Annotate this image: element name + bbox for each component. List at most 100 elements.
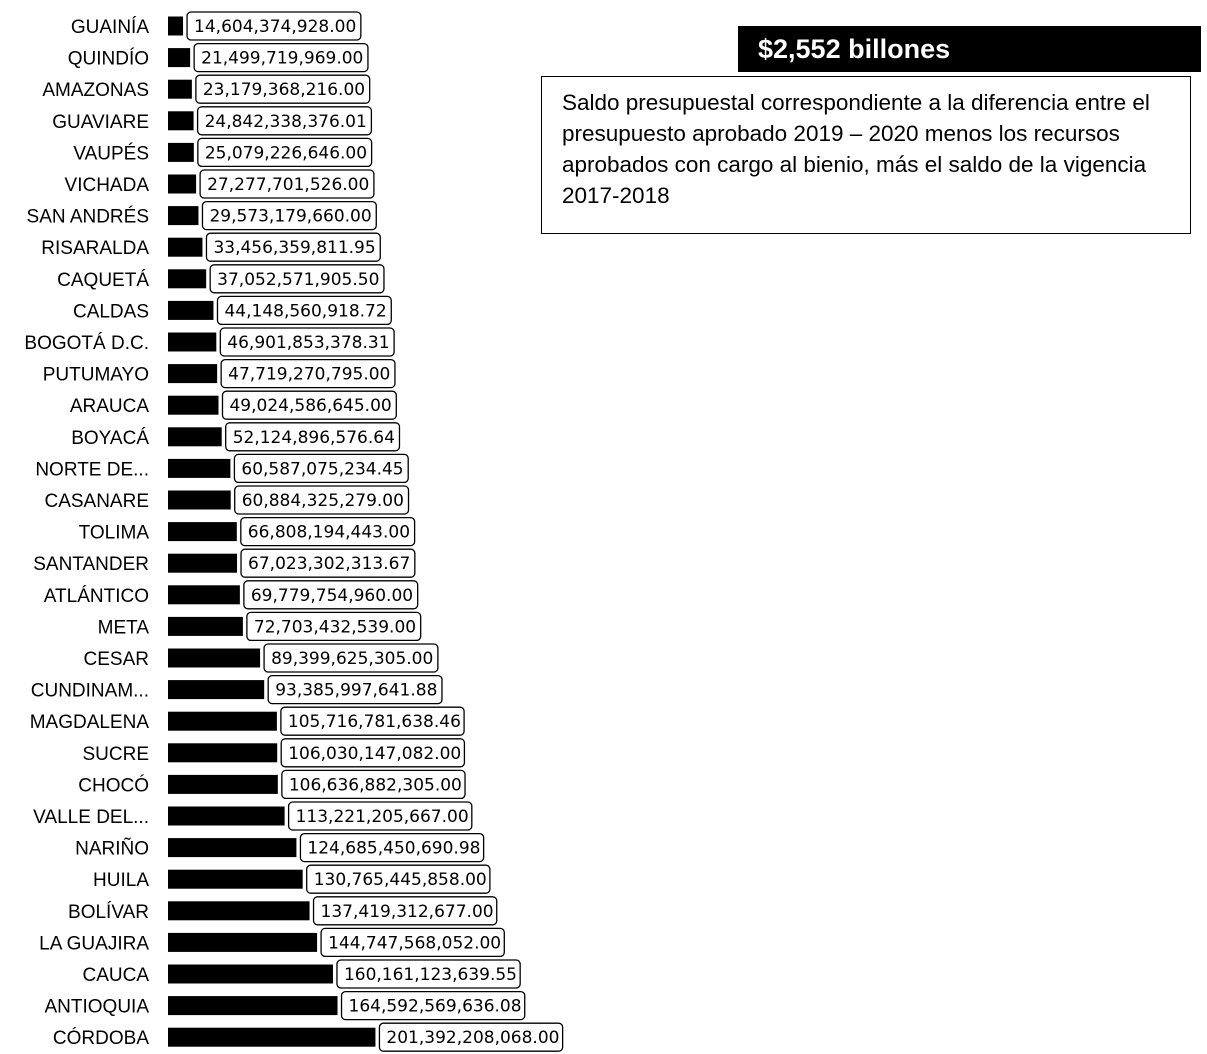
value-label-box [312, 896, 498, 926]
value-label: 47,719,270,795.00 [228, 365, 390, 385]
category-label: CUNDINAM... [31, 681, 149, 702]
bar [168, 458, 231, 478]
value-label: 33,456,359,811.95 [213, 238, 375, 258]
category-label: ARAUCA [70, 396, 150, 417]
category-label: NARIÑO [75, 838, 149, 860]
category-label: CAUCA [82, 965, 149, 986]
bar [168, 932, 318, 952]
bar [168, 743, 278, 763]
value-label-box [186, 11, 362, 41]
value-label-box [378, 1022, 564, 1052]
bar [168, 142, 194, 162]
value-label: 106,030,147,082.00 [288, 744, 461, 764]
bar [168, 996, 338, 1016]
bar [168, 174, 197, 194]
value-label: 137,419,312,677.00 [321, 902, 494, 922]
value-label-box [199, 169, 375, 199]
value-label: 21,499,719,969.00 [201, 49, 363, 69]
value-label-box [246, 611, 422, 642]
category-label: ANTIOQUIA [44, 997, 149, 1018]
category-label: VAUPÉS [73, 143, 149, 164]
bar [168, 553, 238, 573]
value-label-box [197, 137, 373, 168]
value-label: 160,161,123,639.55 [344, 965, 517, 985]
value-label-box [287, 801, 473, 831]
category-label: CAQUETÁ [57, 270, 149, 291]
bar [168, 585, 240, 605]
bar [168, 427, 222, 447]
value-label-box [306, 864, 491, 894]
category-label: CÓRDOBA [53, 1027, 149, 1049]
value-label: 93,385,997,641.88 [275, 681, 437, 701]
category-label: BOLÍVAR [68, 902, 149, 923]
value-label: 44,148,560,918.72 [224, 301, 386, 321]
value-label-box [205, 232, 381, 262]
category-label: SAN ANDRÉS [27, 207, 149, 228]
value-label-box [225, 422, 401, 452]
category-label: META [98, 617, 150, 638]
value-label-box [216, 295, 392, 326]
category-label: HUILA [93, 870, 149, 891]
bar [168, 79, 192, 99]
value-label: 60,587,075,234.45 [241, 459, 403, 479]
value-label-box [233, 453, 409, 484]
value-label-box [320, 927, 505, 958]
value-label-box [243, 580, 419, 610]
balance-description-box: Saldo presupuestal correspondiente a la … [541, 76, 1191, 234]
category-label: MAGDALENA [30, 712, 150, 733]
bar [168, 16, 184, 36]
value-label-box [201, 200, 377, 231]
value-label-box [234, 485, 410, 515]
value-label: 46,901,853,378.31 [227, 333, 389, 353]
category-label: TOLIMA [79, 523, 150, 544]
value-label-box [209, 264, 385, 294]
bar [168, 901, 310, 921]
category-label: SANTANDER [33, 554, 149, 575]
value-label-box [221, 390, 397, 420]
value-label: 106,636,882,305.00 [289, 775, 462, 795]
category-label: LA GUAJIRA [39, 933, 149, 954]
bar [168, 869, 303, 889]
total-balance-title: $2,552 billones [738, 26, 1201, 72]
category-label: RISARALDA [41, 238, 149, 259]
value-label: 24,842,338,376.01 [205, 112, 367, 132]
category-label: CALDAS [73, 301, 149, 322]
bar [168, 1027, 376, 1047]
bar [168, 237, 203, 257]
value-label: 66,808,194,443.00 [248, 523, 410, 543]
category-label: SUCRE [82, 744, 149, 765]
value-label: 164,592,569,636.08 [349, 997, 522, 1017]
category-label: CASANARE [44, 491, 149, 512]
category-label: VICHADA [65, 175, 150, 196]
value-label: 67,023,302,313.67 [248, 554, 410, 574]
value-label: 105,716,781,638.46 [288, 712, 461, 732]
value-label-box [263, 643, 439, 673]
bar [168, 206, 199, 226]
value-label-box [299, 832, 485, 863]
value-label-box [281, 769, 466, 800]
value-label-box [195, 74, 371, 104]
value-label: 23,179,368,216.00 [203, 80, 365, 100]
value-label: 27,277,701,526.00 [207, 175, 369, 195]
bar [168, 774, 278, 794]
category-label: NORTE DE... [35, 459, 149, 480]
bar [168, 300, 214, 320]
bar [168, 269, 207, 289]
bar [168, 490, 231, 510]
value-label: 69,779,754,960.00 [251, 586, 413, 606]
value-label-box [336, 959, 521, 989]
value-label: 144,747,568,052.00 [328, 933, 501, 953]
balance-description-text: Saldo presupuestal correspondiente a la … [562, 90, 1150, 208]
value-label: 113,221,205,667.00 [296, 807, 469, 827]
bar [168, 711, 277, 731]
value-label: 37,052,571,905.50 [217, 270, 379, 290]
value-label-box [340, 990, 526, 1021]
value-label: 201,392,208,068.00 [386, 1028, 559, 1048]
value-label-box [240, 516, 416, 547]
value-label-box [280, 706, 465, 736]
value-label-box [196, 106, 373, 136]
category-label: QUINDÍO [68, 49, 149, 70]
category-label: GUAVIARE [52, 112, 149, 133]
category-label: VALLE DEL... [33, 807, 149, 828]
